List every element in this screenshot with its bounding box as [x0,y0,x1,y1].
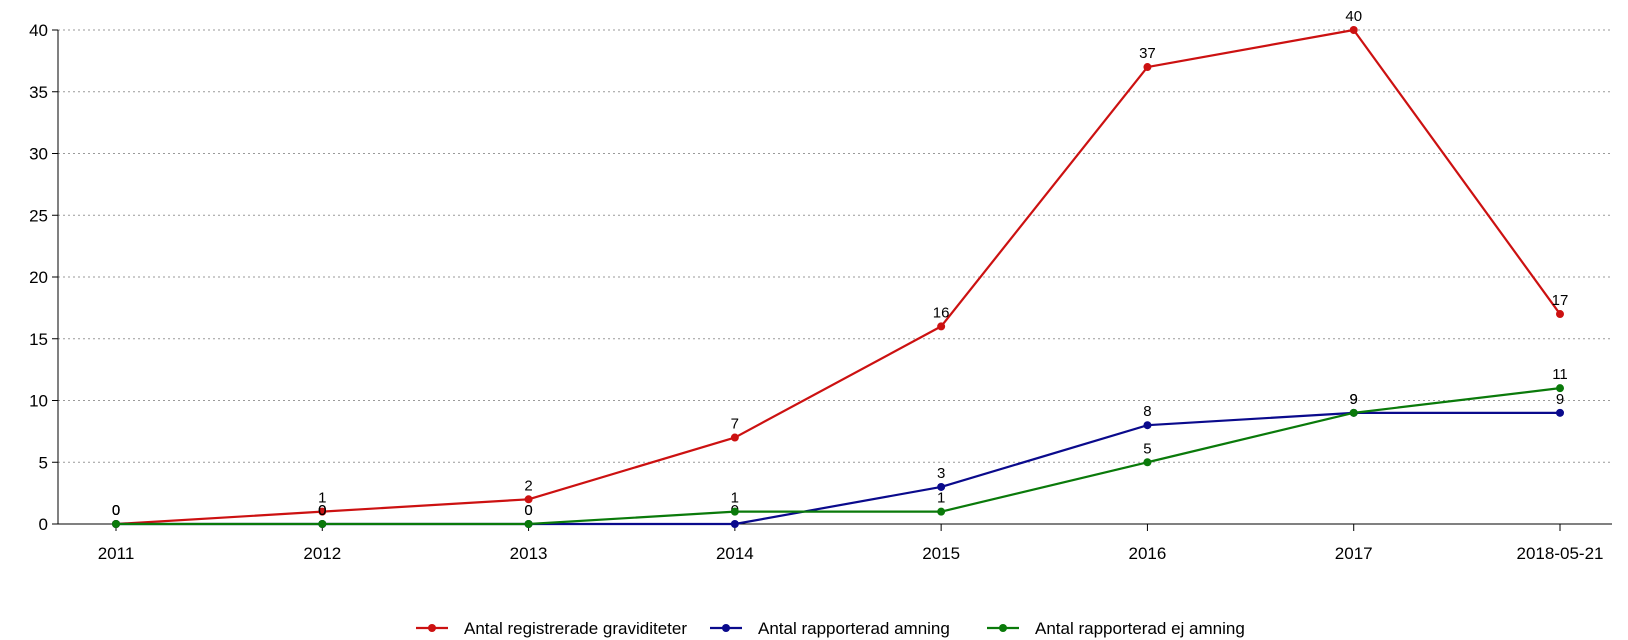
y-tick-label: 30 [29,145,48,164]
y-axis: 0 5 10 15 20 25 30 35 40 [29,21,59,534]
data-label: 1 [937,490,945,507]
series-line [116,411,1560,526]
data-label: 8 [1143,403,1151,420]
data-point [318,507,327,516]
y-tick-label: 5 [39,453,48,472]
data-point [112,520,120,528]
data-label: 0 [112,502,120,519]
data-point [524,495,533,504]
y-tick-label: 10 [29,392,48,411]
x-tick-label: 2013 [510,544,548,563]
y-tick-label: 35 [29,83,48,102]
x-tick-label: 2017 [1335,544,1373,563]
data-point [1349,26,1358,34]
data-label: 7 [731,416,739,433]
data-label: 9 [1350,391,1358,408]
data-label: 1 [318,490,326,507]
data-label: 16 [933,304,950,321]
x-tick-label: 2016 [1129,544,1167,563]
x-tick-label: 2015 [922,544,960,563]
data-point [730,433,739,442]
data-label: 17 [1552,292,1569,309]
data-label: 37 [1139,45,1156,62]
data-point [937,482,946,491]
data-point [1556,384,1564,393]
data-point [318,520,327,528]
legend-marker [722,624,730,632]
x-tick-label: 2018-05-21 [1517,544,1604,563]
data-point [730,520,739,528]
data-label: 40 [1345,8,1362,25]
legend-label: Antal rapporterad ej amning [1035,619,1245,638]
data-point [730,507,739,516]
x-tick-label: 2011 [98,544,135,563]
series-line [115,28,1561,526]
data-label: 0 [318,502,326,519]
data-label: 9 [1556,391,1564,408]
data-label: 1 [731,490,739,507]
data-label: 0 [318,502,326,519]
legend-marker [428,624,436,632]
data-label: 5 [1143,440,1151,457]
data-point [524,520,533,528]
series-layer: 01271637401700003899000115911 [112,8,1569,528]
y-tick-label: 0 [39,515,48,534]
series-line [116,387,1561,526]
legend: Antal registrerade graviditeter Antal rap… [416,619,1245,638]
y-tick-label: 25 [29,206,48,225]
x-tick-label: 2014 [716,544,754,563]
data-label: 0 [524,502,532,519]
data-label: 0 [524,502,532,519]
data-point [937,507,946,516]
data-label: 2 [524,477,532,494]
y-tick-label: 40 [29,21,48,40]
data-point [1556,310,1564,319]
legend-label: Antal registrerade graviditeter [464,619,687,638]
data-point [937,322,946,331]
legend-label: Antal rapporterad amning [758,619,950,638]
x-axis: 2011 2012 2013 2014 2015 2016 2017 2018-05-21 [58,523,1612,563]
grid-lines [58,29,1612,463]
data-point [1143,458,1152,467]
y-tick-label: 20 [29,268,48,287]
data-label: 3 [937,465,945,482]
y-tick-label: 15 [29,330,48,349]
data-point [1143,63,1152,72]
data-label: 0 [112,502,120,519]
data-label: 11 [1552,366,1568,383]
data-point [1349,408,1358,417]
legend-marker [999,624,1007,632]
x-tick-label: 2012 [303,544,341,563]
data-point [1556,408,1564,417]
data-label: 0 [112,502,120,519]
data-point [1143,421,1152,430]
data-label: 9 [1350,391,1358,408]
